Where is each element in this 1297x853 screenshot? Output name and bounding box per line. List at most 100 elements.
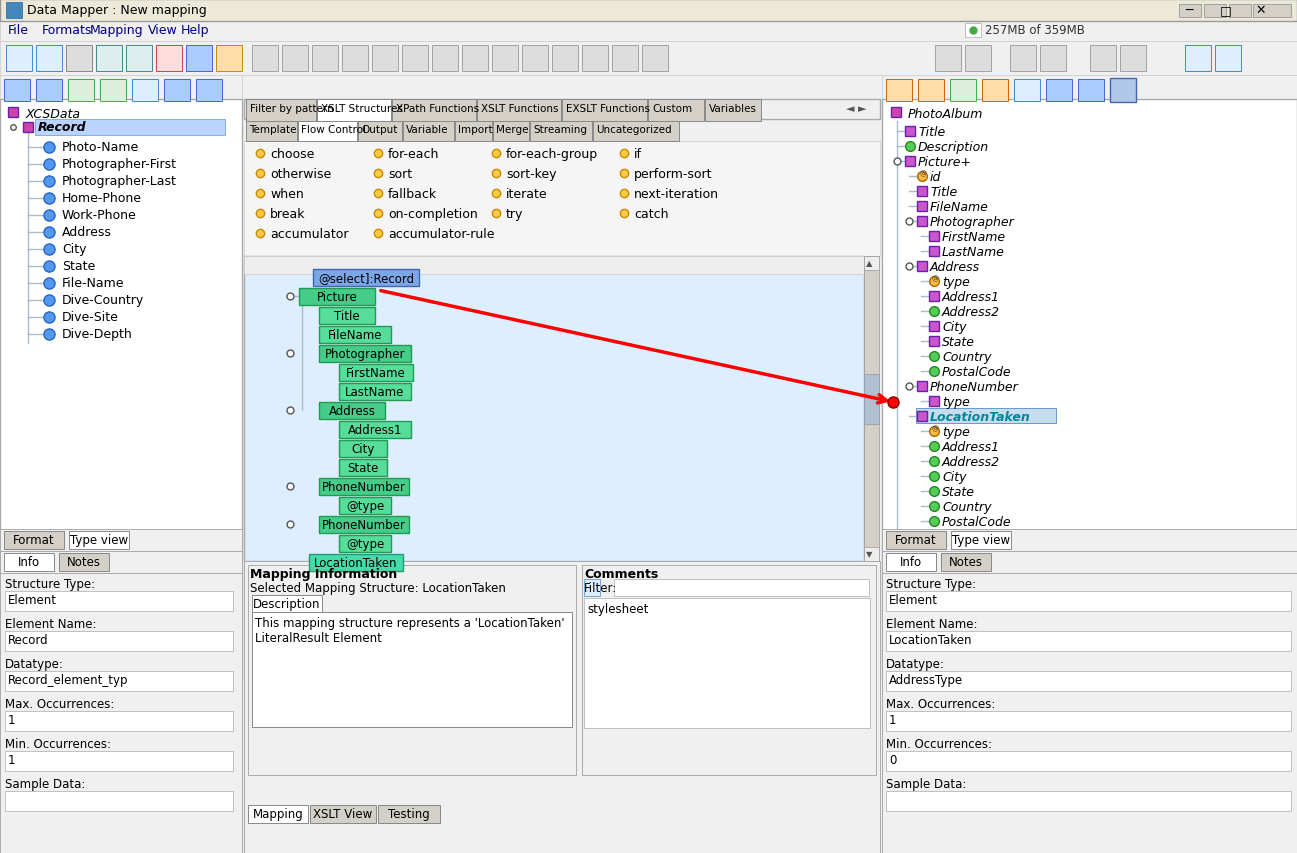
Bar [313, 46, 339, 72]
Text: Testing: Testing [388, 807, 429, 820]
Text: next-iteration: next-iteration [634, 188, 719, 200]
Text: Min. Occurrences:: Min. Occurrences: [5, 737, 112, 750]
Text: Address1: Address1 [348, 423, 402, 437]
Text: Home-Phone: Home-Phone [62, 192, 141, 205]
Text: sort: sort [388, 168, 412, 181]
Bar [706, 100, 761, 122]
Bar [4, 80, 30, 102]
Bar [432, 46, 458, 72]
Text: Custom: Custom [652, 104, 693, 113]
Bar [372, 46, 398, 72]
Bar [310, 805, 376, 823]
Bar [319, 516, 409, 533]
Bar [319, 327, 390, 344]
Bar [342, 46, 368, 72]
Bar [553, 46, 578, 72]
Text: Notes: Notes [67, 555, 101, 568]
Text: id: id [930, 171, 942, 183]
Bar [612, 46, 638, 72]
Bar [886, 554, 936, 572]
Bar [0, 573, 243, 853]
Text: Notes: Notes [949, 555, 983, 568]
Bar [1010, 46, 1036, 72]
Bar [5, 751, 233, 771]
Text: PhoneNumber: PhoneNumber [322, 519, 406, 531]
Text: Sample Data:: Sample Data: [5, 777, 86, 790]
Text: try: try [506, 208, 524, 221]
Bar [918, 80, 944, 102]
Text: Mapping Information: Mapping Information [250, 567, 397, 580]
Text: ▼: ▼ [866, 549, 873, 559]
Text: File: File [8, 24, 29, 37]
Bar [882, 100, 1297, 679]
Text: Structure Type:: Structure Type: [886, 577, 977, 590]
Bar [358, 122, 402, 142]
Text: Address: Address [328, 404, 376, 417]
Bar [319, 345, 411, 363]
Bar [965, 24, 981, 38]
Bar [309, 554, 403, 572]
Bar [339, 384, 411, 401]
Text: PhoneNumber: PhoneNumber [930, 380, 1018, 393]
Bar [882, 530, 1297, 551]
Text: Format: Format [13, 533, 54, 547]
Text: choose: choose [270, 148, 314, 161]
Text: Datatype:: Datatype: [5, 657, 64, 670]
Bar [965, 46, 991, 72]
Text: Variables: Variables [709, 104, 757, 113]
Text: Dive-Depth: Dive-Depth [62, 328, 132, 340]
Text: ▲: ▲ [866, 258, 873, 268]
Bar [982, 80, 1008, 102]
Text: Merge: Merge [495, 125, 528, 135]
Text: ─: ─ [1185, 4, 1192, 17]
Text: LastName: LastName [345, 386, 405, 398]
Text: PhoneNumber: PhoneNumber [322, 480, 406, 493]
Text: type: type [942, 396, 970, 409]
Bar [96, 46, 122, 72]
Text: type: type [942, 276, 970, 288]
Text: Photo-Name: Photo-Name [62, 141, 139, 154]
Text: Flow Control: Flow Control [301, 125, 366, 135]
Text: City: City [942, 321, 966, 334]
Text: State: State [62, 259, 95, 273]
Text: Mapping: Mapping [89, 24, 144, 37]
Text: Country: Country [942, 501, 991, 514]
Text: ✕: ✕ [1255, 4, 1266, 17]
Text: Import: Import [458, 125, 493, 135]
Bar [1040, 46, 1066, 72]
Text: Info: Info [18, 555, 40, 568]
Bar [642, 46, 668, 72]
Bar [530, 122, 591, 142]
Text: accumulator: accumulator [270, 228, 349, 241]
Text: Output: Output [361, 125, 397, 135]
Bar [6, 46, 32, 72]
Text: Filter:: Filter: [584, 581, 617, 595]
Bar [593, 122, 680, 142]
Bar [5, 631, 233, 651]
Bar [403, 122, 454, 142]
Bar [584, 579, 601, 596]
Text: 1: 1 [8, 713, 16, 726]
Text: City: City [351, 443, 375, 456]
Bar [244, 257, 864, 275]
Bar [196, 80, 222, 102]
Text: Element: Element [888, 594, 938, 606]
Bar [298, 122, 357, 142]
Bar [339, 460, 387, 477]
Text: stylesheet: stylesheet [588, 602, 648, 615]
Bar [521, 46, 549, 72]
Bar [4, 554, 54, 572]
Text: PostalCode: PostalCode [942, 366, 1012, 379]
Text: @: @ [920, 171, 926, 177]
Bar [185, 46, 211, 72]
Bar [244, 100, 879, 120]
Text: View: View [148, 24, 178, 37]
Text: Photographer-Last: Photographer-Last [62, 175, 176, 188]
Text: 257MB of 359MB: 257MB of 359MB [984, 24, 1084, 37]
Text: PhotoAlbum: PhotoAlbum [908, 107, 983, 121]
Text: Streaming: Streaming [533, 125, 588, 135]
Bar [882, 76, 1297, 107]
Bar [492, 46, 518, 72]
Text: Comments: Comments [584, 567, 659, 580]
Text: Address2: Address2 [942, 456, 1000, 468]
